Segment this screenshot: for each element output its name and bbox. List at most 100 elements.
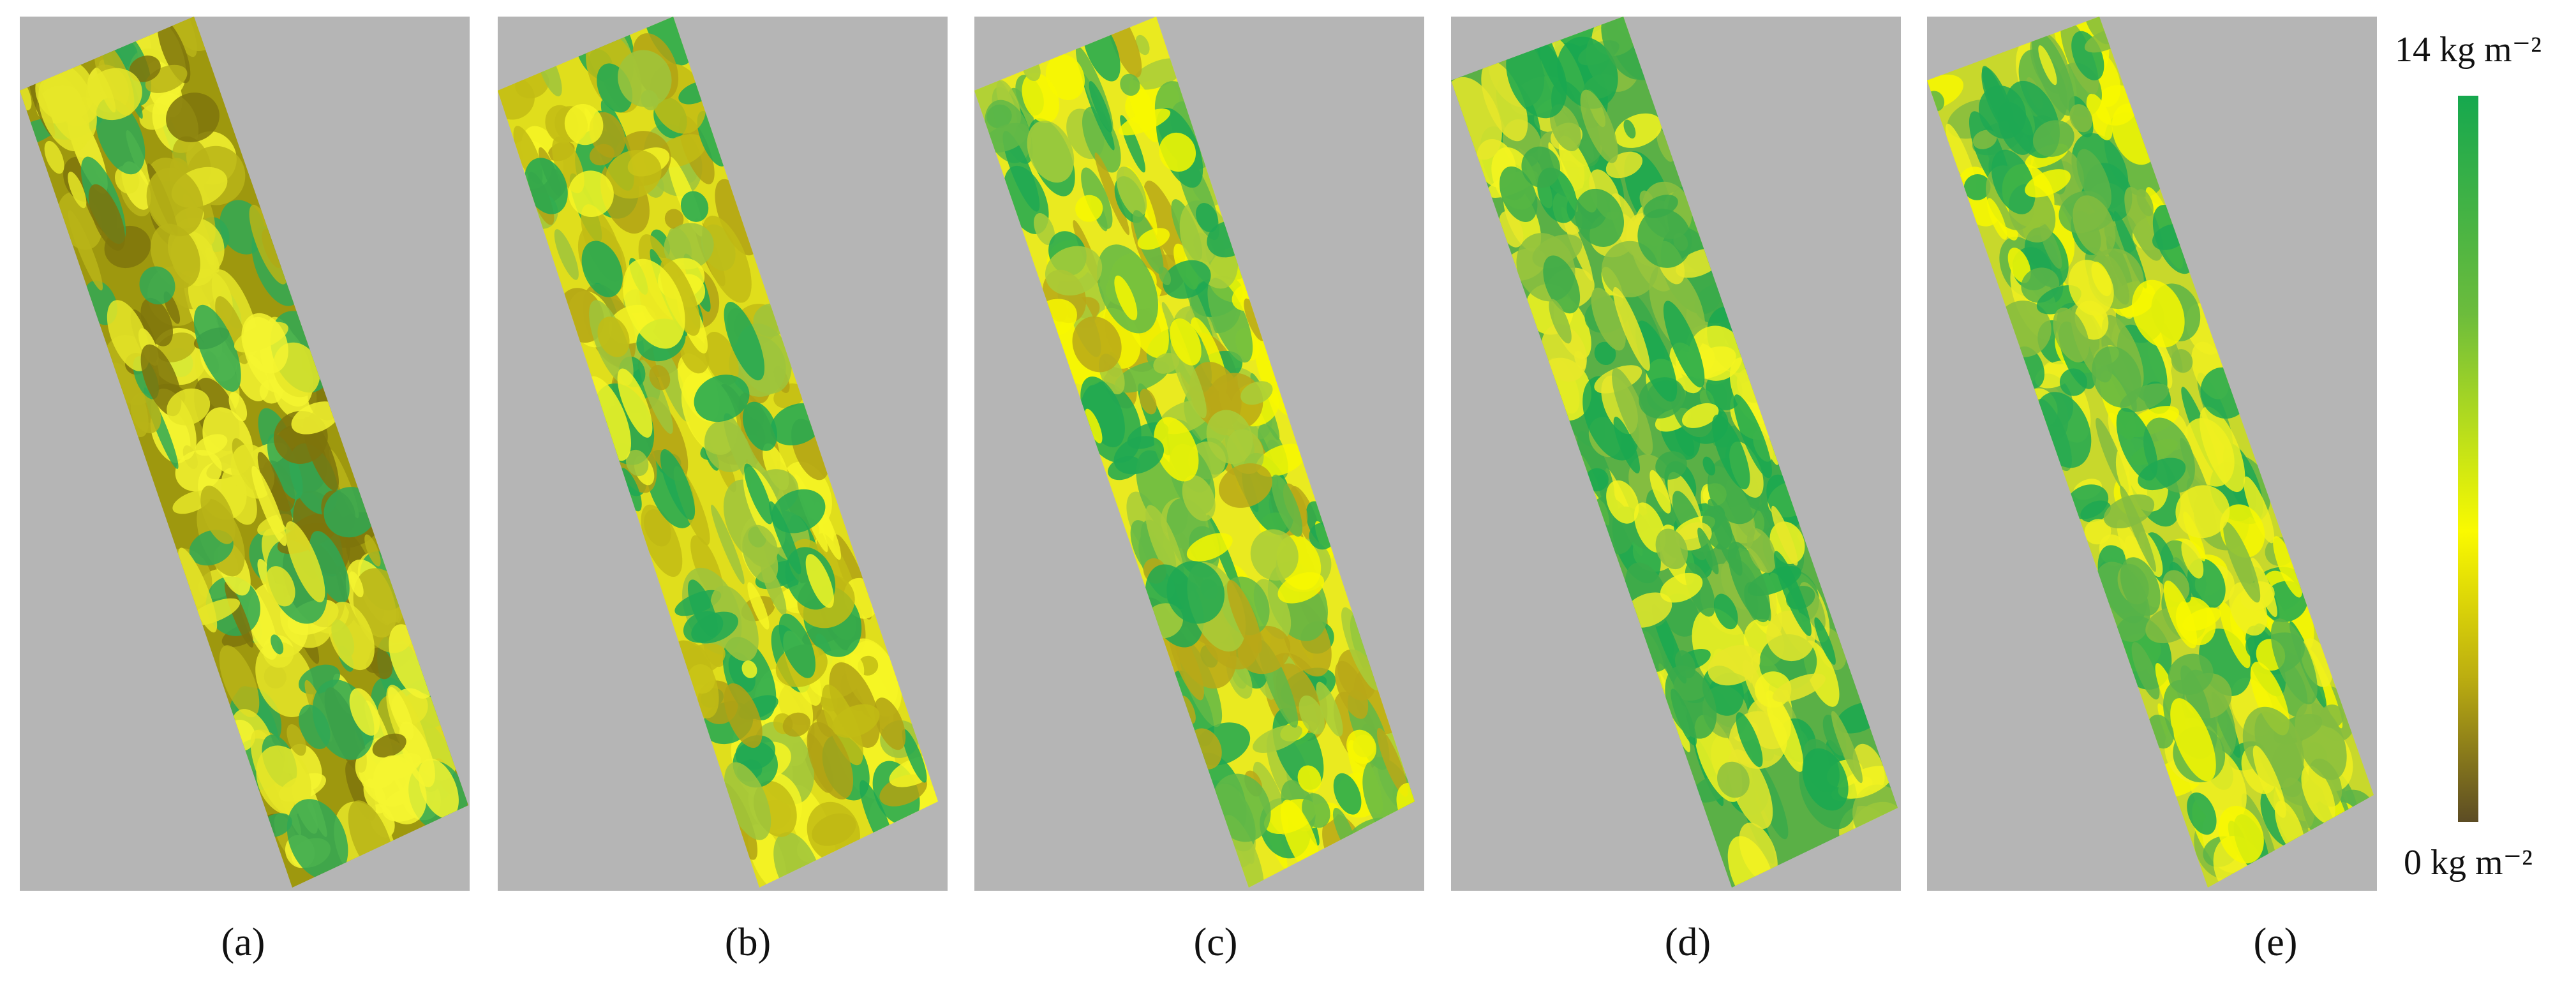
- map-blob: [1541, 324, 1587, 382]
- map-blob: [2175, 485, 2230, 539]
- colorbar: [2458, 96, 2478, 822]
- map-blob: [589, 144, 614, 166]
- map-blob: [139, 266, 175, 305]
- map-blob: [1082, 107, 1121, 173]
- map-blob: [2131, 279, 2185, 348]
- map-blob: [285, 521, 325, 603]
- map-blob: [1733, 394, 1772, 479]
- map-blob: [2219, 601, 2251, 669]
- map-blob: [782, 712, 811, 737]
- map-blob: [2092, 346, 2141, 408]
- map-blob: [1649, 470, 1671, 514]
- map-blob: [664, 223, 714, 270]
- map-blob: [1802, 748, 1849, 811]
- map-blob: [95, 68, 116, 113]
- map-blob: [1045, 54, 1085, 101]
- map-blob: [742, 401, 777, 451]
- map-blob: [606, 149, 662, 199]
- map-blob: [1299, 695, 1325, 735]
- panel-label: (b): [725, 921, 771, 964]
- map-blob: [805, 554, 834, 608]
- map-blob: [68, 171, 87, 209]
- map-blob: [251, 466, 287, 546]
- map-texture: [498, 17, 938, 888]
- map-blob: [1182, 475, 1216, 521]
- map-blob: [1089, 81, 1112, 133]
- map-blob: [1655, 451, 1687, 480]
- map-blob: [1612, 368, 1653, 456]
- map-blob: [195, 434, 228, 456]
- map-blob: [1765, 690, 1804, 772]
- map-blob: [2007, 248, 2031, 283]
- map-blob: [704, 420, 748, 472]
- map-blob: [1219, 463, 1272, 508]
- map-blob: [1226, 579, 1262, 654]
- map-blob: [741, 660, 757, 678]
- map-blob: [2069, 104, 2093, 133]
- map-blob: [1727, 836, 1775, 888]
- map-blob: [1987, 198, 2007, 240]
- map-blob: [1978, 85, 2027, 139]
- map-blob: [874, 697, 906, 750]
- map-blob: [2218, 805, 2264, 864]
- map-blob: [660, 449, 696, 520]
- map-texture: [1927, 17, 2374, 888]
- map-blob: [257, 452, 293, 531]
- map-blob: [1657, 130, 1674, 162]
- map-blob: [1580, 89, 1618, 163]
- map-blob: [1655, 528, 1688, 570]
- map-blob: [1714, 593, 1738, 630]
- map-blob: [1139, 389, 1157, 415]
- map-blob: [349, 688, 380, 736]
- map-blob: [1163, 260, 1211, 299]
- map-blob: [649, 364, 671, 391]
- map-blob: [178, 547, 218, 633]
- map-blob: [1277, 572, 1325, 604]
- map-blob: [1665, 665, 1717, 739]
- map-blob: [2103, 494, 2155, 529]
- map-blob: [364, 534, 381, 567]
- map-blob: [166, 93, 220, 142]
- map-blob: [1481, 61, 1528, 142]
- map-blob: [554, 229, 579, 280]
- map-blob: [1143, 181, 1186, 265]
- map-blob: [327, 602, 375, 671]
- map-blob: [1831, 711, 1863, 784]
- map-blob: [743, 524, 778, 567]
- panel-label: (e): [2254, 921, 2298, 964]
- map-blob: [1771, 505, 1798, 566]
- map-blob: [418, 758, 459, 819]
- map-blob: [146, 168, 204, 237]
- map-blob: [1027, 120, 1075, 183]
- map-blob: [1660, 572, 1703, 603]
- map-blob: [1728, 541, 1771, 623]
- map-blob: [1712, 414, 1750, 489]
- map-blob: [748, 824, 787, 888]
- map-blob: [267, 433, 303, 500]
- map-blob: [1991, 149, 2036, 214]
- map-blob: [2084, 519, 2111, 545]
- map-blob: [1120, 73, 1140, 96]
- map-blob: [68, 210, 103, 291]
- map-blob: [597, 316, 630, 357]
- map-blob: [1591, 287, 1626, 351]
- map-blob: [1681, 403, 1719, 428]
- map-blob: [175, 450, 222, 492]
- map-blob: [2301, 765, 2335, 824]
- map-blob: [704, 332, 739, 385]
- map-blob: [1170, 339, 1207, 419]
- map-blob: [724, 302, 765, 381]
- map-blob: [129, 56, 161, 82]
- map-blob: [983, 123, 1029, 153]
- map-blob: [711, 504, 745, 584]
- map-blob: [348, 571, 364, 598]
- map-blob: [2068, 260, 2114, 316]
- map-blob: [1499, 166, 1538, 222]
- map-panel: [1451, 17, 1901, 891]
- map-blob: [832, 704, 880, 738]
- map-panel: [20, 17, 470, 891]
- map-blob: [1094, 153, 1130, 235]
- map-panel: [1927, 17, 2377, 891]
- map-blob: [1072, 316, 1122, 373]
- map-blob: [369, 648, 393, 680]
